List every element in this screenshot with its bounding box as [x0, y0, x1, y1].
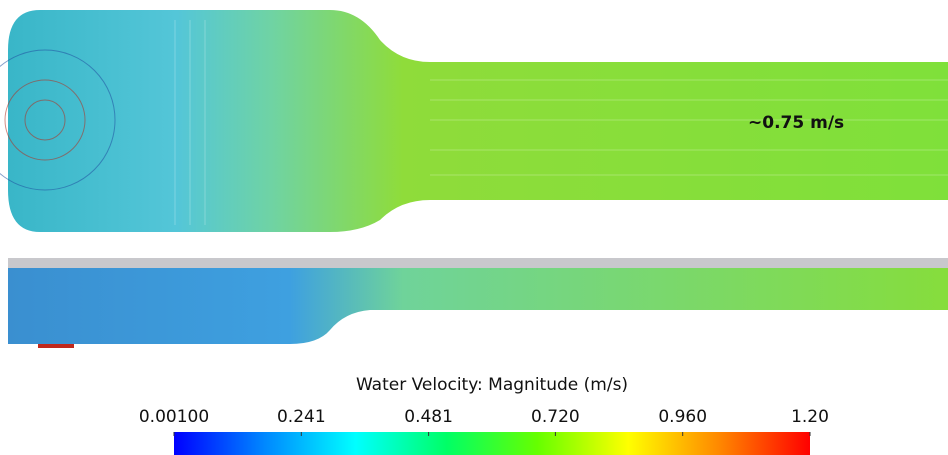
colorbar: Water Velocity: Magnitude (m/s) 0.00100 0… [139, 375, 829, 455]
inlet [38, 344, 74, 348]
streamlines [174, 20, 948, 225]
colorbar-tick-label: 0.481 [404, 407, 453, 427]
vortex [0, 49, 116, 191]
colorbar-tick-label: 0.241 [277, 407, 326, 427]
flow-domain-side [8, 268, 948, 344]
colorbar-tick-label: 0.720 [531, 407, 580, 427]
colorbar-tick-label: 0.00100 [139, 407, 209, 427]
colorbar-title: Water Velocity: Magnitude (m/s) [356, 375, 628, 395]
side-top-wall [8, 258, 948, 268]
colorbar-gradient [174, 432, 810, 455]
top-view: ~0.75 m/s [0, 10, 948, 232]
colorbar-tick-label: 1.20 [791, 407, 829, 427]
annotation: ~0.75 m/s [748, 113, 844, 133]
side-view [8, 258, 948, 348]
colorbar-tick-label: 0.960 [658, 407, 707, 427]
flow-domain-top [8, 10, 948, 232]
